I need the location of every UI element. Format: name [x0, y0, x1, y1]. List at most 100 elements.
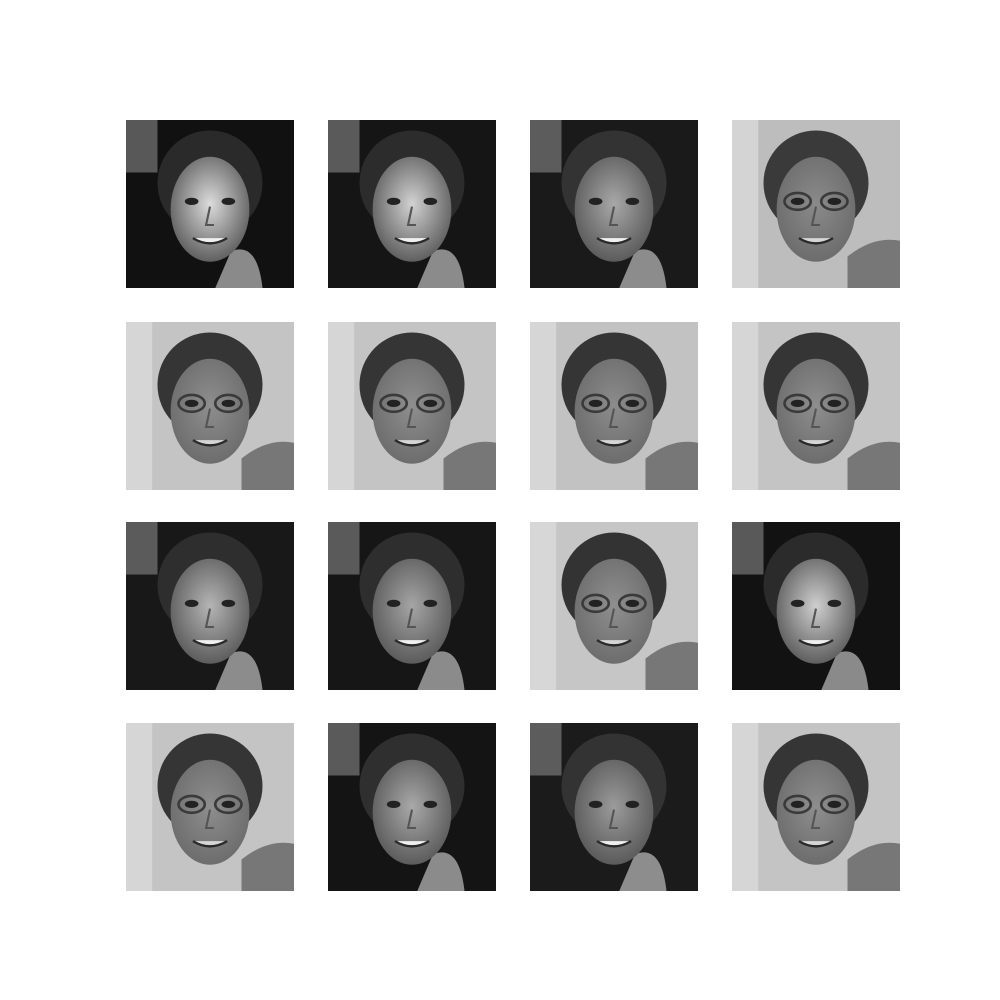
background-patch: [126, 120, 158, 173]
face-tile: [732, 723, 900, 891]
nose-shape: [406, 608, 416, 629]
glasses-right-lens: [819, 191, 849, 212]
right-eye: [221, 599, 236, 608]
left-eye: [184, 599, 199, 608]
background-patch: [530, 120, 562, 173]
face-tile: [328, 723, 496, 891]
mouth-shape: [798, 439, 834, 447]
mouth-shape: [596, 840, 632, 848]
mouth-shape: [394, 639, 430, 647]
hand-shape: [417, 651, 465, 690]
left-eye: [790, 197, 805, 206]
background-patch: [126, 322, 153, 490]
glasses-left-lens: [783, 191, 813, 212]
right-eye: [221, 800, 236, 809]
right-eye: [827, 197, 842, 206]
mouth-shape: [394, 237, 430, 245]
mouth-shape: [798, 237, 834, 245]
hand-shape: [619, 249, 667, 288]
left-eye: [790, 399, 805, 408]
nose-shape: [204, 408, 214, 429]
right-eye: [625, 599, 640, 608]
hand-shape: [215, 249, 263, 288]
nose-shape: [608, 408, 618, 429]
mouth-shape: [394, 439, 430, 447]
hand-shape: [619, 852, 667, 891]
nose-shape: [608, 809, 618, 830]
background-patch: [732, 723, 759, 891]
nose-shape: [406, 809, 416, 830]
mouth-shape: [596, 237, 632, 245]
left-eye: [588, 599, 603, 608]
face-tile: [530, 120, 698, 288]
face-tile: [732, 522, 900, 690]
glasses-left-lens: [177, 393, 207, 414]
hand-shape: [821, 651, 869, 690]
hand-shape: [417, 249, 465, 288]
face-tile: [126, 322, 294, 490]
right-eye: [423, 599, 438, 608]
background-patch: [328, 723, 360, 776]
shoulder-shape: [241, 842, 294, 891]
glasses-left-lens: [379, 393, 409, 414]
face-tile: [530, 723, 698, 891]
nose-shape: [406, 408, 416, 429]
right-eye: [423, 399, 438, 408]
face-tile: [126, 522, 294, 690]
right-eye: [221, 197, 236, 206]
right-eye: [423, 800, 438, 809]
face-tile: [328, 322, 496, 490]
glasses-right-lens: [213, 794, 243, 815]
nose-shape: [810, 608, 820, 629]
shoulder-shape: [645, 441, 698, 490]
left-eye: [588, 800, 603, 809]
nose-shape: [810, 809, 820, 830]
left-eye: [386, 399, 401, 408]
left-eye: [184, 800, 199, 809]
face-tile: [126, 723, 294, 891]
shoulder-shape: [443, 441, 496, 490]
glasses-right-lens: [819, 794, 849, 815]
right-eye: [423, 197, 438, 206]
shoulder-shape: [847, 441, 900, 490]
mouth-shape: [192, 439, 228, 447]
face-tile: [732, 322, 900, 490]
right-eye: [827, 399, 842, 408]
background-patch: [732, 120, 759, 288]
left-eye: [790, 800, 805, 809]
background-patch: [732, 522, 764, 575]
mouth-shape: [192, 237, 228, 245]
left-eye: [790, 599, 805, 608]
left-eye: [386, 197, 401, 206]
background-patch: [530, 522, 557, 690]
glasses-right-lens: [819, 393, 849, 414]
shoulder-shape: [847, 239, 900, 288]
background-patch: [126, 723, 153, 891]
background-patch: [530, 322, 557, 490]
face-tile: [328, 120, 496, 288]
shoulder-shape: [847, 842, 900, 891]
left-eye: [588, 197, 603, 206]
hand-shape: [417, 852, 465, 891]
background-patch: [126, 522, 158, 575]
hand-shape: [215, 651, 263, 690]
mouth-shape: [798, 639, 834, 647]
shoulder-shape: [241, 441, 294, 490]
nose-shape: [406, 206, 416, 227]
glasses-left-lens: [581, 593, 611, 614]
background-patch: [530, 723, 562, 776]
background-patch: [328, 322, 355, 490]
left-eye: [184, 399, 199, 408]
nose-shape: [204, 809, 214, 830]
nose-shape: [204, 608, 214, 629]
mouth-shape: [596, 639, 632, 647]
right-eye: [827, 800, 842, 809]
background-patch: [328, 120, 360, 173]
glasses-right-lens: [415, 393, 445, 414]
nose-shape: [810, 206, 820, 227]
face-tile: [328, 522, 496, 690]
face-tile: [530, 322, 698, 490]
glasses-right-lens: [617, 593, 647, 614]
nose-shape: [608, 206, 618, 227]
